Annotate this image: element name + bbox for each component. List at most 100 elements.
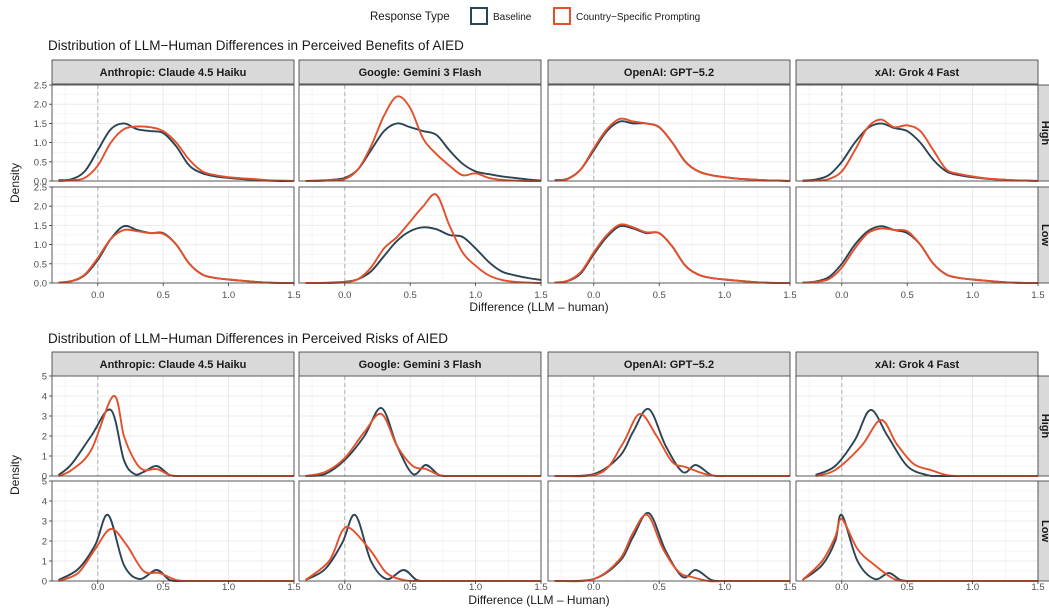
benefits-strip-openai-gpt-5-2 [547, 59, 791, 85]
panel-border [547, 480, 791, 582]
benefits-strip-label-openai-gpt-5-2: OpenAI: GPT−5.2 [624, 67, 714, 79]
x-tick-label: 0.0 [91, 290, 104, 301]
panel-border [51, 375, 295, 477]
x-tick-label: 1.5 [783, 582, 796, 593]
x-tick-label: 1.5 [534, 582, 547, 593]
benefits-panel-openai-gpt-5-2-low: 0.0 0.5 1.0 1.5 [547, 186, 797, 301]
benefits-panel-anthropic-claude-4-5-haiku-high: 0.0 0.5 1.0 1.5 2.0 2.5 [34, 81, 295, 188]
density-line-country-specific-prompting [802, 227, 1039, 284]
x-tick-label: 0.5 [157, 582, 170, 593]
y-tick-label: 2.5 [34, 183, 47, 194]
panel-border [795, 375, 1039, 477]
x-tick-label: 0.5 [404, 290, 417, 301]
benefits-panel-xai-grok-4-fast-low: 0.0 0.5 1.0 1.5 [795, 186, 1045, 301]
y-tick-label: 4 [42, 497, 47, 508]
y-tick-label: 1.0 [34, 138, 47, 149]
x-tick-label: 0.0 [587, 290, 600, 301]
density-line-country-specific-prompting [554, 117, 791, 182]
risks-x-axis-title: Difference (LLM – Human) [468, 593, 609, 607]
risks-strip-label-anthropic-claude-4-5-haiku: Anthropic: Claude 4.5 Haiku [100, 359, 247, 371]
benefits-panel-anthropic-claude-4-5-haiku-low: 0.0 0.5 1.0 1.5 2.0 2.5 0.0 0.5 1.0 1.5 [34, 183, 301, 302]
risks-panel-openai-gpt-5-2-low: 0.0 0.5 1.0 1.5 [547, 480, 797, 593]
y-tick-label: 1 [42, 452, 47, 463]
benefits-panels: Anthropic: Claude 4.5 Haiku Google: Gemin… [34, 59, 1049, 302]
risks-row-label-low: Low [1039, 520, 1049, 542]
x-tick-label: 0.0 [587, 582, 600, 593]
panel-border [795, 84, 1039, 182]
benefits-strip-anthropic-claude-4-5-haiku [51, 59, 295, 85]
x-tick-label: 1.5 [287, 290, 300, 301]
y-tick-label: 1.5 [34, 119, 47, 130]
legend-title: Response Type [370, 11, 450, 23]
x-tick-label: 0.0 [835, 582, 848, 593]
risks-panel-xai-grok-4-fast-high [795, 375, 1039, 478]
x-tick-label: 1.0 [469, 290, 482, 301]
panel-border [298, 84, 542, 182]
y-tick-label: 2.0 [34, 202, 47, 213]
risks-strip-openai-gpt-5-2 [547, 351, 791, 377]
y-tick-label: 2.5 [34, 81, 47, 92]
panel-border [298, 375, 542, 477]
x-tick-label: 1.0 [222, 290, 235, 301]
density-line-country-specific-prompting [802, 118, 1039, 182]
density-line-country-specific-prompting [305, 193, 542, 284]
x-tick-label: 1.5 [1031, 582, 1044, 593]
risks-strip-label-xai-grok-4-fast: xAI: Grok 4 Fast [875, 359, 960, 371]
y-tick-label: 3 [42, 412, 47, 423]
x-tick-label: 0.5 [901, 290, 914, 301]
risks-panel-google-gemini-3-flash-low: 0.0 0.5 1.0 1.5 [298, 480, 548, 593]
panel-border [547, 84, 791, 182]
x-tick-label: 1.0 [966, 582, 979, 593]
y-tick-label: 5 [42, 477, 47, 488]
risks-strip-anthropic-claude-4-5-haiku [51, 351, 295, 377]
density-line-country-specific-prompting [305, 95, 542, 182]
benefits-panel-openai-gpt-5-2-high [547, 84, 791, 182]
x-tick-label: 1.0 [469, 582, 482, 593]
panel-border [51, 186, 295, 284]
density-line-country-specific-prompting [554, 223, 791, 284]
x-tick-label: 1.5 [534, 290, 547, 301]
benefits-strip-xai-grok-4-fast [795, 59, 1039, 85]
panel-border [298, 186, 542, 284]
risks-panels: Anthropic: Claude 4.5 Haiku Google: Gemin… [42, 351, 1049, 594]
y-tick-label: 0.0 [34, 177, 47, 188]
panel-border [547, 186, 791, 284]
benefits-strip-label-anthropic-claude-4-5-haiku: Anthropic: Claude 4.5 Haiku [100, 67, 247, 79]
density-line-baseline [305, 122, 542, 182]
y-tick-label: 0 [42, 472, 47, 483]
risks-panel-anthropic-claude-4-5-haiku-low: 0 1 2 3 4 5 0.0 0.5 1.0 1.5 [42, 477, 301, 594]
risks-panel-google-gemini-3-flash-high [298, 375, 542, 478]
x-tick-label: 0.0 [91, 582, 104, 593]
benefits-y-axis-title: Density [8, 163, 22, 203]
panel-border [795, 186, 1039, 284]
risks-strip-google-gemini-3-flash [298, 351, 542, 377]
x-tick-label: 0.5 [404, 582, 417, 593]
legend-label-country: Country−Specific Prompting [576, 12, 700, 23]
risks-row-label-high: High [1039, 414, 1049, 439]
risks-panel-anthropic-claude-4-5-haiku-high: 0 1 2 3 4 5 [42, 372, 295, 483]
benefits-strip-label-google-gemini-3-flash: Google: Gemini 3 Flash [359, 67, 482, 79]
benefits-panel-xai-grok-4-fast-high [795, 84, 1039, 182]
benefits-x-axis-title: Difference (LLM – human) [469, 300, 608, 314]
benefits-strip-label-xai-grok-4-fast: xAI: Grok 4 Fast [875, 67, 960, 79]
density-line-country-specific-prompting [58, 125, 295, 182]
y-tick-label: 5 [42, 372, 47, 383]
benefits-chart-title: Distribution of LLM−Human Differences in… [48, 38, 464, 53]
risks-y-axis-title: Density [8, 455, 22, 495]
y-tick-label: 2.0 [34, 100, 47, 111]
panel-border [298, 480, 542, 582]
risks-strip-label-google-gemini-3-flash: Google: Gemini 3 Flash [359, 359, 482, 371]
x-tick-label: 0.5 [901, 582, 914, 593]
y-tick-label: 0 [42, 577, 47, 588]
x-tick-label: 1.0 [222, 582, 235, 593]
x-tick-label: 0.5 [653, 582, 666, 593]
panel-border [795, 480, 1039, 582]
legend-key-baseline [470, 7, 488, 25]
density-line-country-specific-prompting [58, 228, 295, 284]
x-tick-label: 1.5 [1031, 290, 1044, 301]
x-tick-label: 1.5 [783, 290, 796, 301]
x-tick-label: 1.0 [966, 290, 979, 301]
y-tick-label: 4 [42, 392, 47, 403]
panel-border [547, 375, 791, 477]
